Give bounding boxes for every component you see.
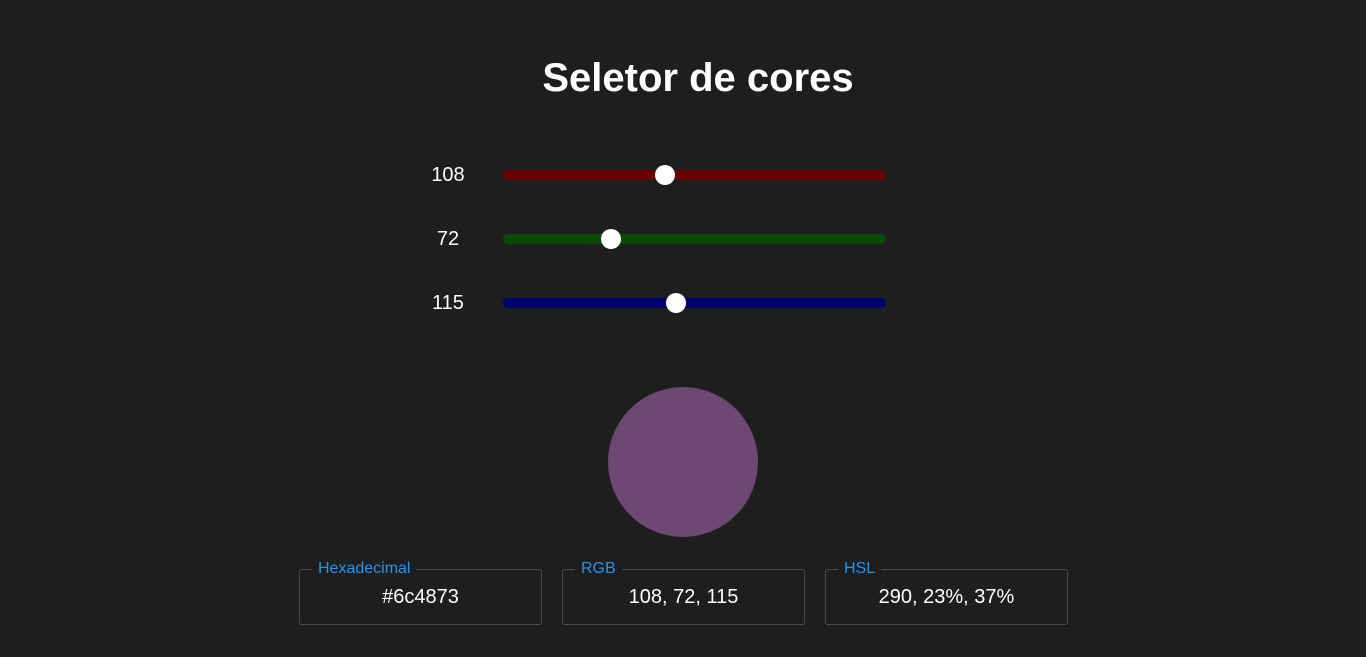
hex-value[interactable]: #6c4873 xyxy=(382,586,459,608)
blue-value: 115 xyxy=(432,292,464,314)
hsl-output-field: HSL 290, 23%, 37% xyxy=(825,561,1068,625)
red-slider-row: 108 xyxy=(410,163,890,187)
blue-slider[interactable] xyxy=(503,293,886,313)
rgb-output-field: RGB 108, 72, 115 xyxy=(562,561,805,625)
red-value: 108 xyxy=(431,164,465,186)
green-value: 72 xyxy=(436,228,460,250)
hsl-output-box[interactable] xyxy=(825,569,1068,625)
rgb-value[interactable]: 108, 72, 115 xyxy=(628,586,739,608)
red-slider-thumb[interactable] xyxy=(655,165,676,185)
hex-label: Hexadecimal xyxy=(312,561,417,577)
red-slider[interactable] xyxy=(503,165,886,185)
color-preview-circle xyxy=(608,387,758,537)
rgb-label: RGB xyxy=(575,561,622,577)
blue-slider-row: 115 xyxy=(410,291,890,315)
rgb-output-box[interactable] xyxy=(562,569,805,625)
hex-output-field: Hexadecimal #6c4873 xyxy=(299,561,542,625)
green-slider[interactable] xyxy=(503,229,886,249)
page-title: Seletor de cores xyxy=(542,56,854,100)
green-slider-thumb[interactable] xyxy=(601,229,622,249)
hex-output-box[interactable] xyxy=(299,569,542,625)
green-slider-row: 72 xyxy=(410,227,890,251)
hsl-value[interactable]: 290, 23%, 37% xyxy=(878,586,1015,608)
blue-slider-thumb[interactable] xyxy=(665,293,686,313)
hsl-label: HSL xyxy=(838,561,882,577)
